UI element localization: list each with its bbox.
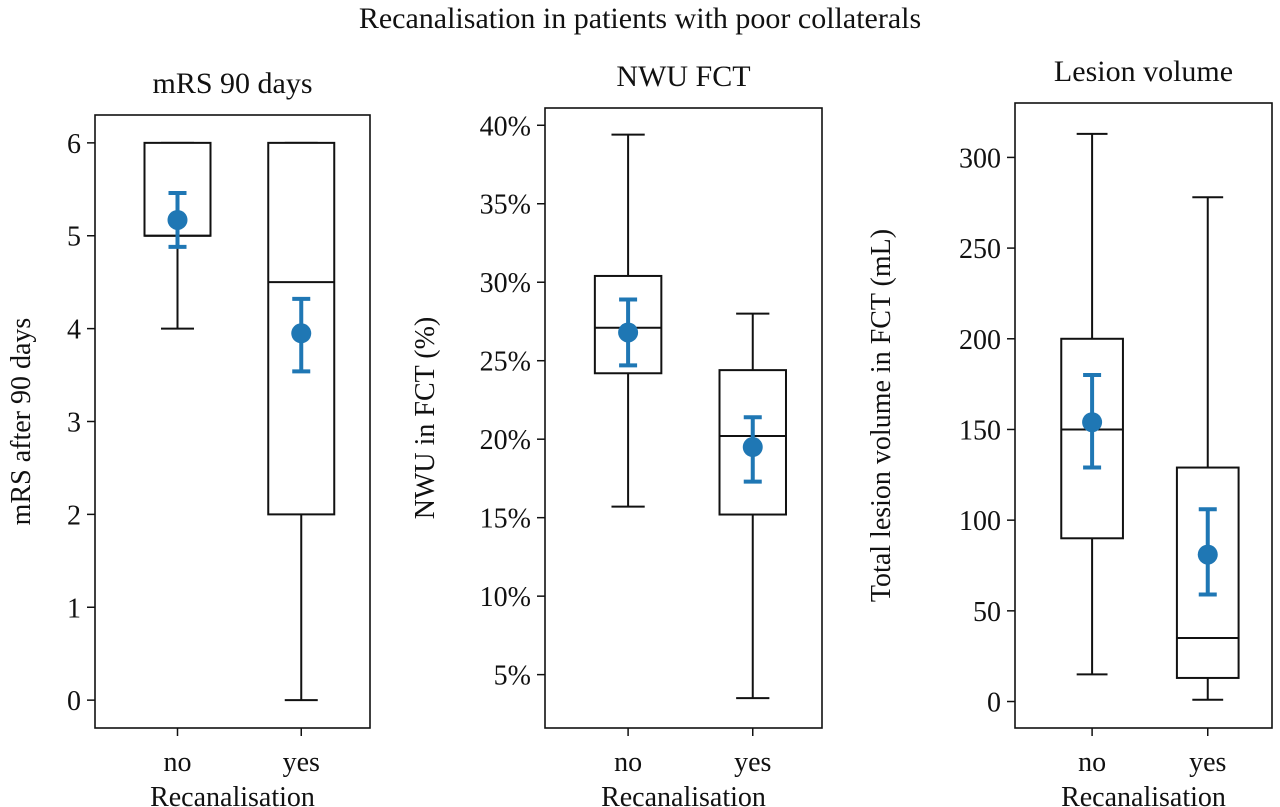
mean-point [167, 209, 188, 230]
mean-point [742, 437, 763, 458]
plot-area-frame [1014, 102, 1273, 729]
x-tick-label: yes [283, 747, 320, 778]
y-tick-label: 300 [959, 143, 1001, 174]
x-axis-label: Recanalisation [601, 782, 766, 807]
y-axis-label: NWU in FCT (%) [410, 317, 441, 519]
mean-point [291, 323, 312, 344]
figure-title: Recanalisation in patients with poor col… [358, 2, 922, 35]
subplot-nwu: NWU FCT 5% 10% 15% 20% 25% 30% 35% 40% NWU in FCT… [410, 60, 823, 807]
subplot-lesion-volume: Lesion volume 0 50 100 150 200 250 300 Total les… [866, 55, 1273, 807]
y-tick-label: 200 [959, 325, 1001, 356]
y-tick-label: 6 [67, 129, 81, 160]
y-tick-label: 35% [480, 190, 531, 221]
x-axis-label: Recanalisation [1061, 782, 1226, 807]
x-axis-label: Recanalisation [150, 782, 315, 807]
y-tick-label: 0 [987, 688, 1001, 719]
y-tick-label: 250 [959, 234, 1001, 265]
y-tick-label: 2 [67, 500, 81, 531]
y-tick-label: 1 [67, 593, 81, 624]
y-tick-label: 100 [959, 506, 1001, 537]
plot-area-frame [544, 107, 823, 729]
y-tick-label: 5% [494, 661, 531, 692]
y-tick-label: 25% [480, 347, 531, 378]
y-tick-label: 50 [973, 597, 1001, 628]
x-tick-label: no [614, 747, 642, 778]
x-tick-label: no [1078, 747, 1106, 778]
subplot-title: NWU FCT [616, 60, 750, 93]
mean-point [1197, 544, 1218, 565]
x-tick-label: yes [1189, 747, 1226, 778]
y-axis-label: mRS after 90 days [6, 318, 37, 526]
y-tick-label: 30% [480, 268, 531, 299]
box-iqr [718, 369, 787, 516]
y-tick-label: 3 [67, 408, 81, 439]
y-tick-label: 4 [67, 315, 81, 346]
y-tick-label: 10% [480, 582, 531, 613]
subplot-mrs: mRS 90 days 0 1 2 3 4 5 6 mRS after 90 days no yes… [6, 67, 371, 807]
mean-point [1082, 412, 1103, 433]
y-axis-label: Total lesion volume in FCT (mL) [866, 229, 897, 602]
y-tick-label: 150 [959, 415, 1001, 446]
y-tick-label: 40% [480, 111, 531, 142]
subplot-title: mRS 90 days [152, 67, 312, 100]
y-tick-label: 0 [67, 686, 81, 717]
mean-point [618, 322, 639, 343]
y-tick-label: 5 [67, 222, 81, 253]
x-tick-label: no [164, 747, 192, 778]
x-tick-label: yes [734, 747, 771, 778]
y-tick-label: 20% [480, 425, 531, 456]
subplot-title: Lesion volume [1054, 55, 1233, 88]
y-tick-label: 15% [480, 504, 531, 535]
